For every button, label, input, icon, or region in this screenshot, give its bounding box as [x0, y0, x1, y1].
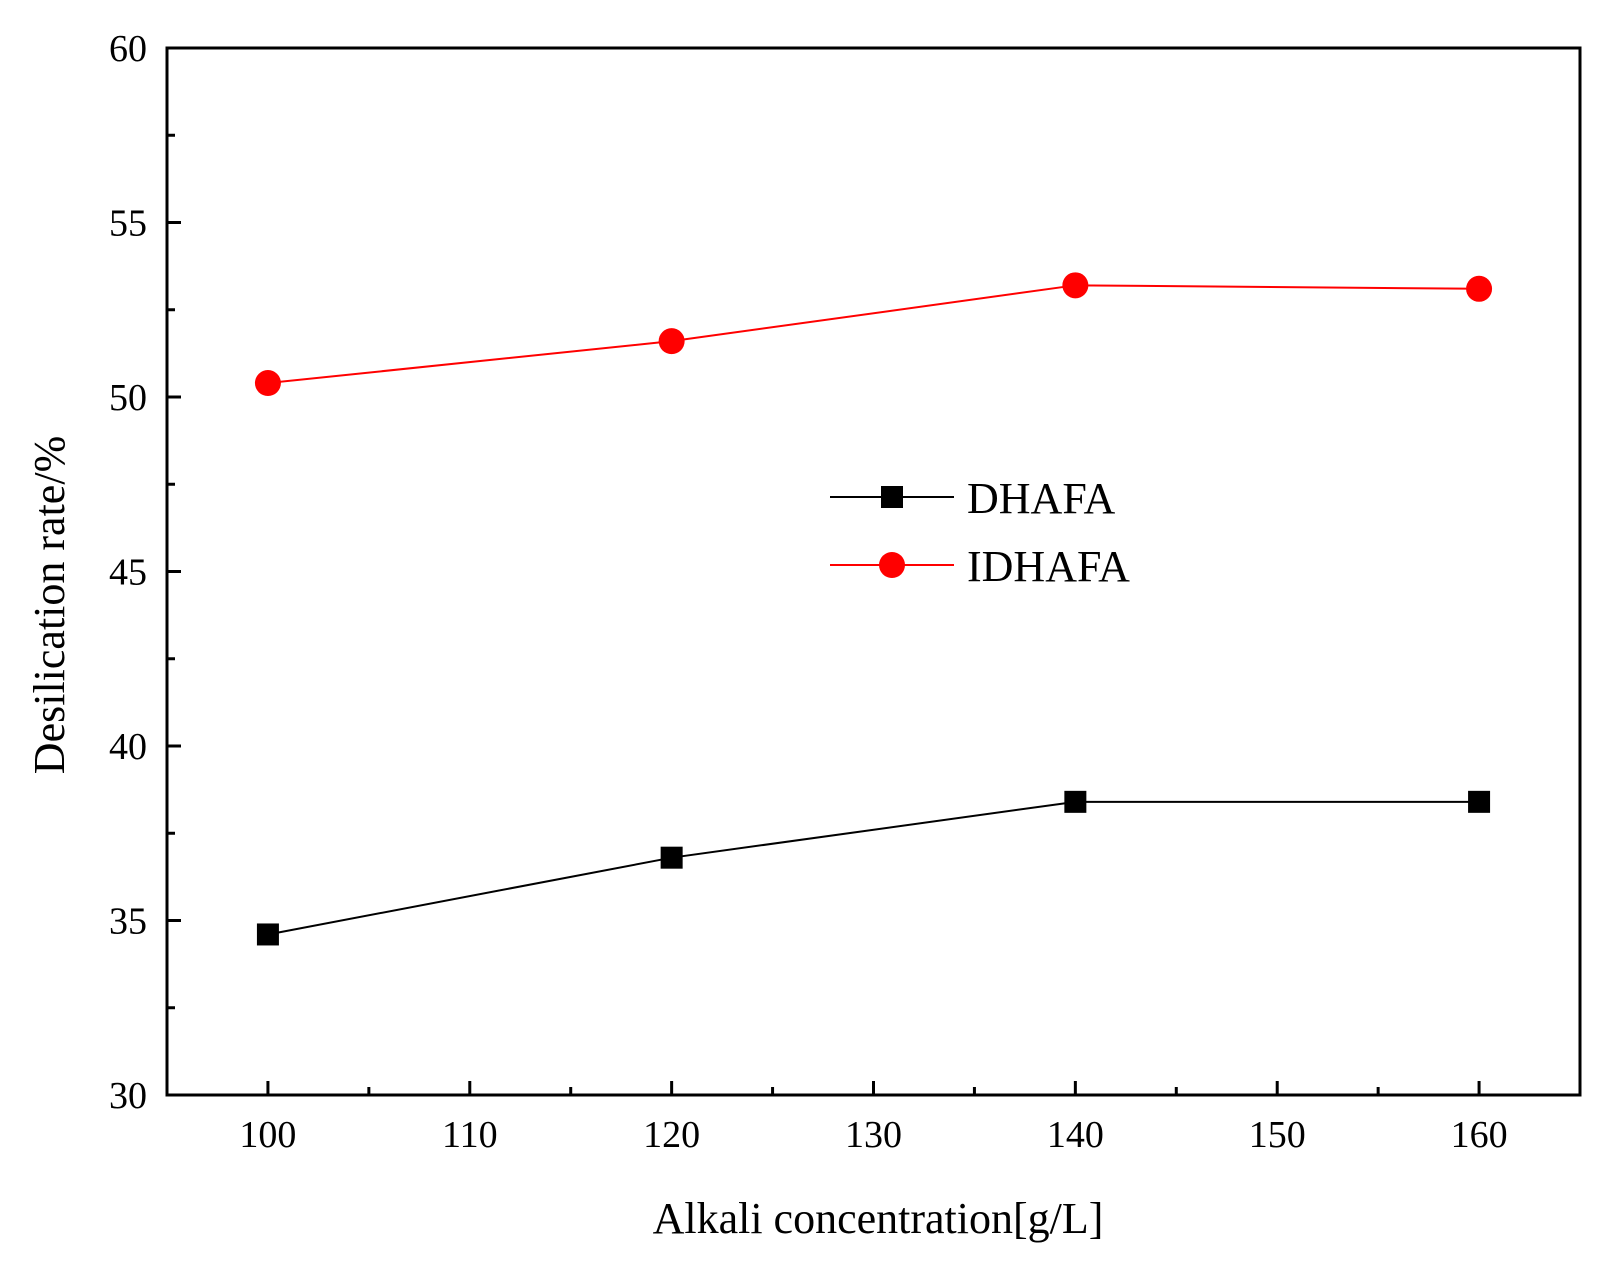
data-point-dhafa — [256, 923, 279, 946]
y-tick-label: 35 — [109, 901, 147, 943]
x-tick-label: 150 — [1249, 1114, 1306, 1156]
legend-label: DHAFA — [967, 474, 1116, 523]
x-tick-label: 100 — [239, 1114, 296, 1156]
data-point-dhafa — [1064, 790, 1087, 813]
data-point-idhafa — [1062, 272, 1089, 299]
legend-marker — [879, 552, 905, 578]
series-line-idhafa — [267, 284, 1480, 385]
data-point-dhafa — [1468, 790, 1491, 813]
series-line-dhafa — [267, 800, 1480, 936]
legend: DHAFA IDHAFA — [830, 474, 1130, 591]
series-dhafa — [256, 790, 1491, 946]
data-point-idhafa — [1466, 275, 1493, 302]
plot-frame — [165, 46, 1582, 1097]
legend-entry-dhafa: DHAFA — [830, 474, 1116, 523]
y-tick-label: 45 — [109, 552, 147, 594]
y-tick-label: 40 — [109, 726, 147, 768]
x-tick-label: 120 — [643, 1114, 700, 1156]
data-point-idhafa — [254, 370, 281, 397]
legend-label: IDHAFA — [967, 542, 1130, 591]
x-tick-label: 130 — [845, 1114, 902, 1156]
data-point-dhafa — [660, 846, 683, 869]
y-tick-label: 50 — [109, 377, 147, 419]
x-tick-label: 140 — [1047, 1114, 1104, 1156]
data-point-idhafa — [658, 328, 685, 355]
x-axis-title: Alkali concentration[g/L] — [653, 1194, 1104, 1243]
series-idhafa — [254, 272, 1493, 397]
x-tick-label: 110 — [442, 1114, 498, 1156]
series-layer — [254, 272, 1493, 946]
axes: 100 110 120 130 140 150 160 30 35 40 45 50 55 60 — [109, 28, 1582, 1156]
y-axis-title: Desilication rate/% — [25, 436, 74, 774]
x-tick-label: 160 — [1451, 1114, 1508, 1156]
legend-entry-idhafa: IDHAFA — [830, 542, 1130, 591]
y-tick-label: 60 — [109, 28, 147, 70]
y-tick-label: 55 — [109, 203, 147, 245]
legend-marker — [881, 486, 903, 508]
y-tick-label: 30 — [109, 1075, 147, 1117]
